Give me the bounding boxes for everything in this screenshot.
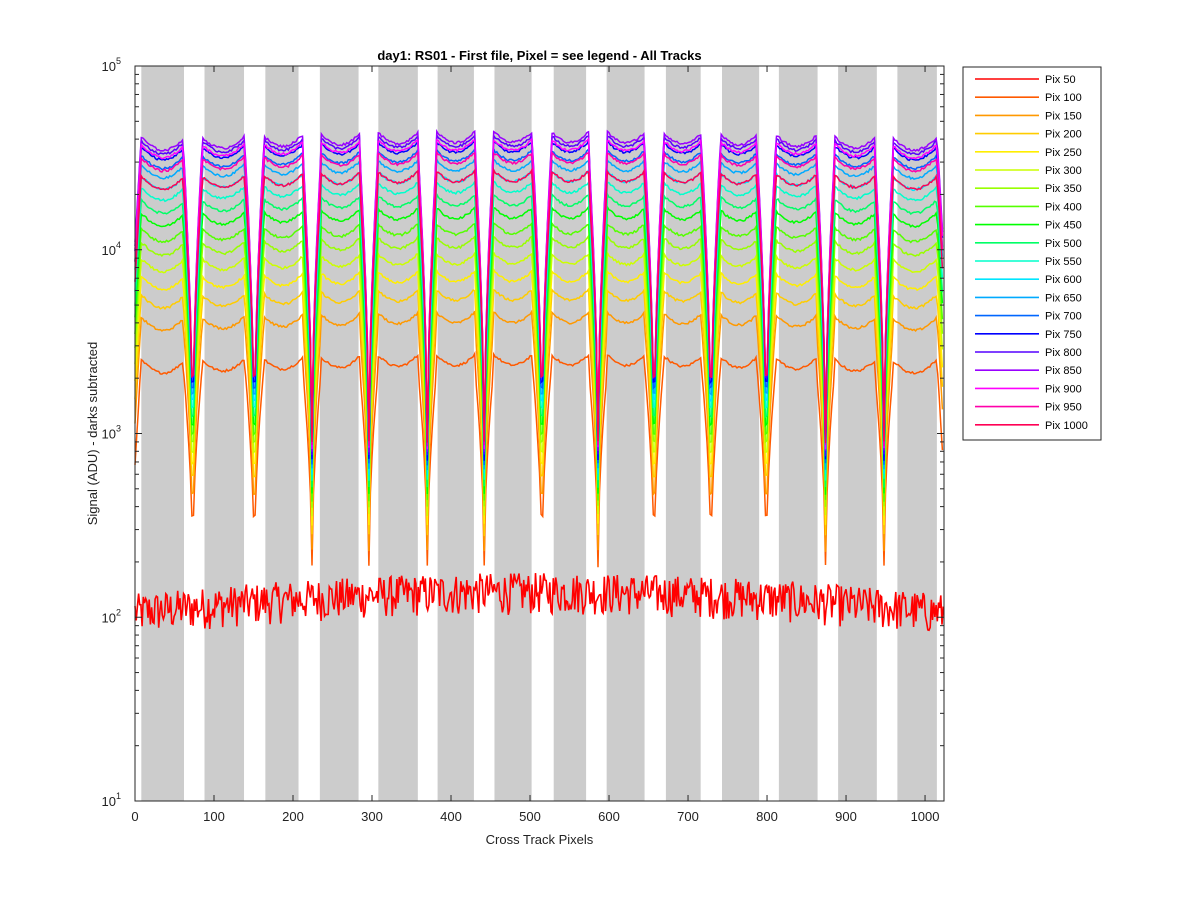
legend-label: Pix 450 bbox=[1045, 220, 1082, 232]
track-band bbox=[838, 66, 877, 801]
x-tick-label: 200 bbox=[282, 809, 304, 824]
legend-label: Pix 250 bbox=[1045, 147, 1082, 159]
legend-label: Pix 300 bbox=[1045, 165, 1082, 177]
legend-label: Pix 200 bbox=[1045, 129, 1082, 141]
track-band bbox=[319, 66, 359, 801]
y-tick-label: 101 bbox=[102, 791, 121, 809]
x-tick-label: 500 bbox=[519, 809, 541, 824]
track-band bbox=[204, 66, 245, 801]
x-axis-label: Cross Track Pixels bbox=[486, 832, 594, 847]
legend-label: Pix 700 bbox=[1045, 311, 1082, 323]
x-tick-label: 0 bbox=[131, 809, 138, 824]
x-tick-label: 900 bbox=[835, 809, 857, 824]
track-band bbox=[778, 66, 818, 801]
x-tick-label: 600 bbox=[598, 809, 620, 824]
x-axis: 0 100 200 300 400 500 600 700 800 900 1000 bbox=[131, 66, 940, 824]
legend-label: Pix 500 bbox=[1045, 238, 1082, 250]
y-tick-label: 105 bbox=[102, 56, 121, 74]
legend-label: Pix 950 bbox=[1045, 402, 1082, 414]
legend-label: Pix 650 bbox=[1045, 292, 1082, 304]
series-line bbox=[134, 167, 944, 444]
x-tick-label: 100 bbox=[203, 809, 225, 824]
chart-title: day1: RS01 - First file, Pixel = see leg… bbox=[377, 48, 701, 63]
y-tick-label: 102 bbox=[102, 607, 121, 625]
legend-label: Pix 400 bbox=[1045, 201, 1082, 213]
track-band bbox=[265, 66, 299, 801]
track-band bbox=[141, 66, 184, 801]
series-lines bbox=[134, 128, 944, 632]
legend-box bbox=[962, 66, 1102, 441]
x-tick-label: 300 bbox=[361, 809, 383, 824]
track-bands bbox=[141, 66, 937, 801]
x-tick-label: 700 bbox=[677, 809, 699, 824]
legend-label: Pix 150 bbox=[1045, 110, 1082, 122]
legend-label: Pix 850 bbox=[1045, 365, 1082, 377]
y-axis: 101 102 103 104 105 bbox=[102, 56, 944, 809]
legend-label: Pix 900 bbox=[1045, 383, 1082, 395]
legend-label: Pix 1000 bbox=[1045, 420, 1088, 432]
legend-label: Pix 550 bbox=[1045, 256, 1082, 268]
series-line bbox=[134, 309, 944, 552]
x-tick-label: 800 bbox=[756, 809, 778, 824]
track-band bbox=[897, 66, 937, 801]
x-tick-label: 1000 bbox=[911, 809, 940, 824]
x-tick-label: 400 bbox=[440, 809, 462, 824]
legend-label: Pix 750 bbox=[1045, 329, 1082, 341]
plot-area bbox=[134, 65, 945, 802]
y-axis-label: Signal (ADU) - darks subtracted bbox=[85, 342, 100, 526]
series-line bbox=[134, 350, 944, 568]
legend-label: Pix 800 bbox=[1045, 347, 1082, 359]
y-tick-label: 104 bbox=[102, 240, 121, 258]
series-line bbox=[134, 573, 944, 632]
legend-label: Pix 600 bbox=[1045, 274, 1082, 286]
legend: Pix 50 Pix 100 Pix 150 Pix 200 Pix 250 Pix 30… bbox=[962, 66, 1102, 441]
y-tick-label: 103 bbox=[102, 424, 121, 442]
legend-label: Pix 100 bbox=[1045, 92, 1082, 104]
legend-label: Pix 350 bbox=[1045, 183, 1082, 195]
legend-label: Pix 50 bbox=[1045, 74, 1076, 86]
